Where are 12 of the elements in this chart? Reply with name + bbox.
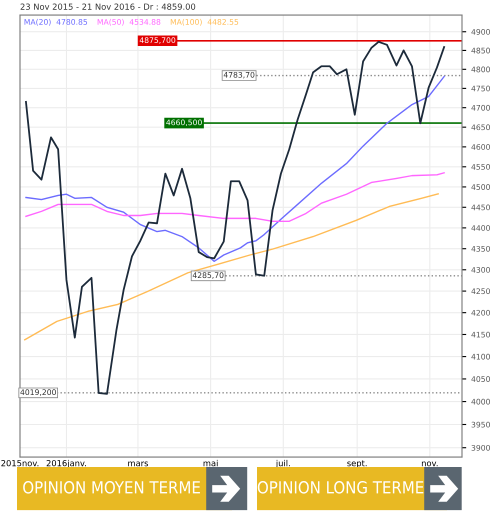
text: OPINION LONG TERME	[258, 481, 424, 494]
x-tick-label: mars	[128, 462, 148, 466]
x-tick-label: nov.	[422, 462, 438, 466]
x-tick-label: sept.	[347, 460, 367, 468]
line-series	[24, 193, 439, 340]
x-tick-label: juil.	[276, 460, 290, 468]
x-tick-label: 2015nov.	[1, 460, 38, 466]
text: OPINION MOYEN TERME	[23, 481, 200, 494]
x-tick-label: mai	[204, 460, 218, 466]
line-series	[25, 172, 445, 222]
chart-title: 23 Nov 2015 - 21 Nov 2016 - Dr : 4859.00	[20, 4, 196, 10]
x-tick-label: 2016janv.	[46, 460, 86, 468]
